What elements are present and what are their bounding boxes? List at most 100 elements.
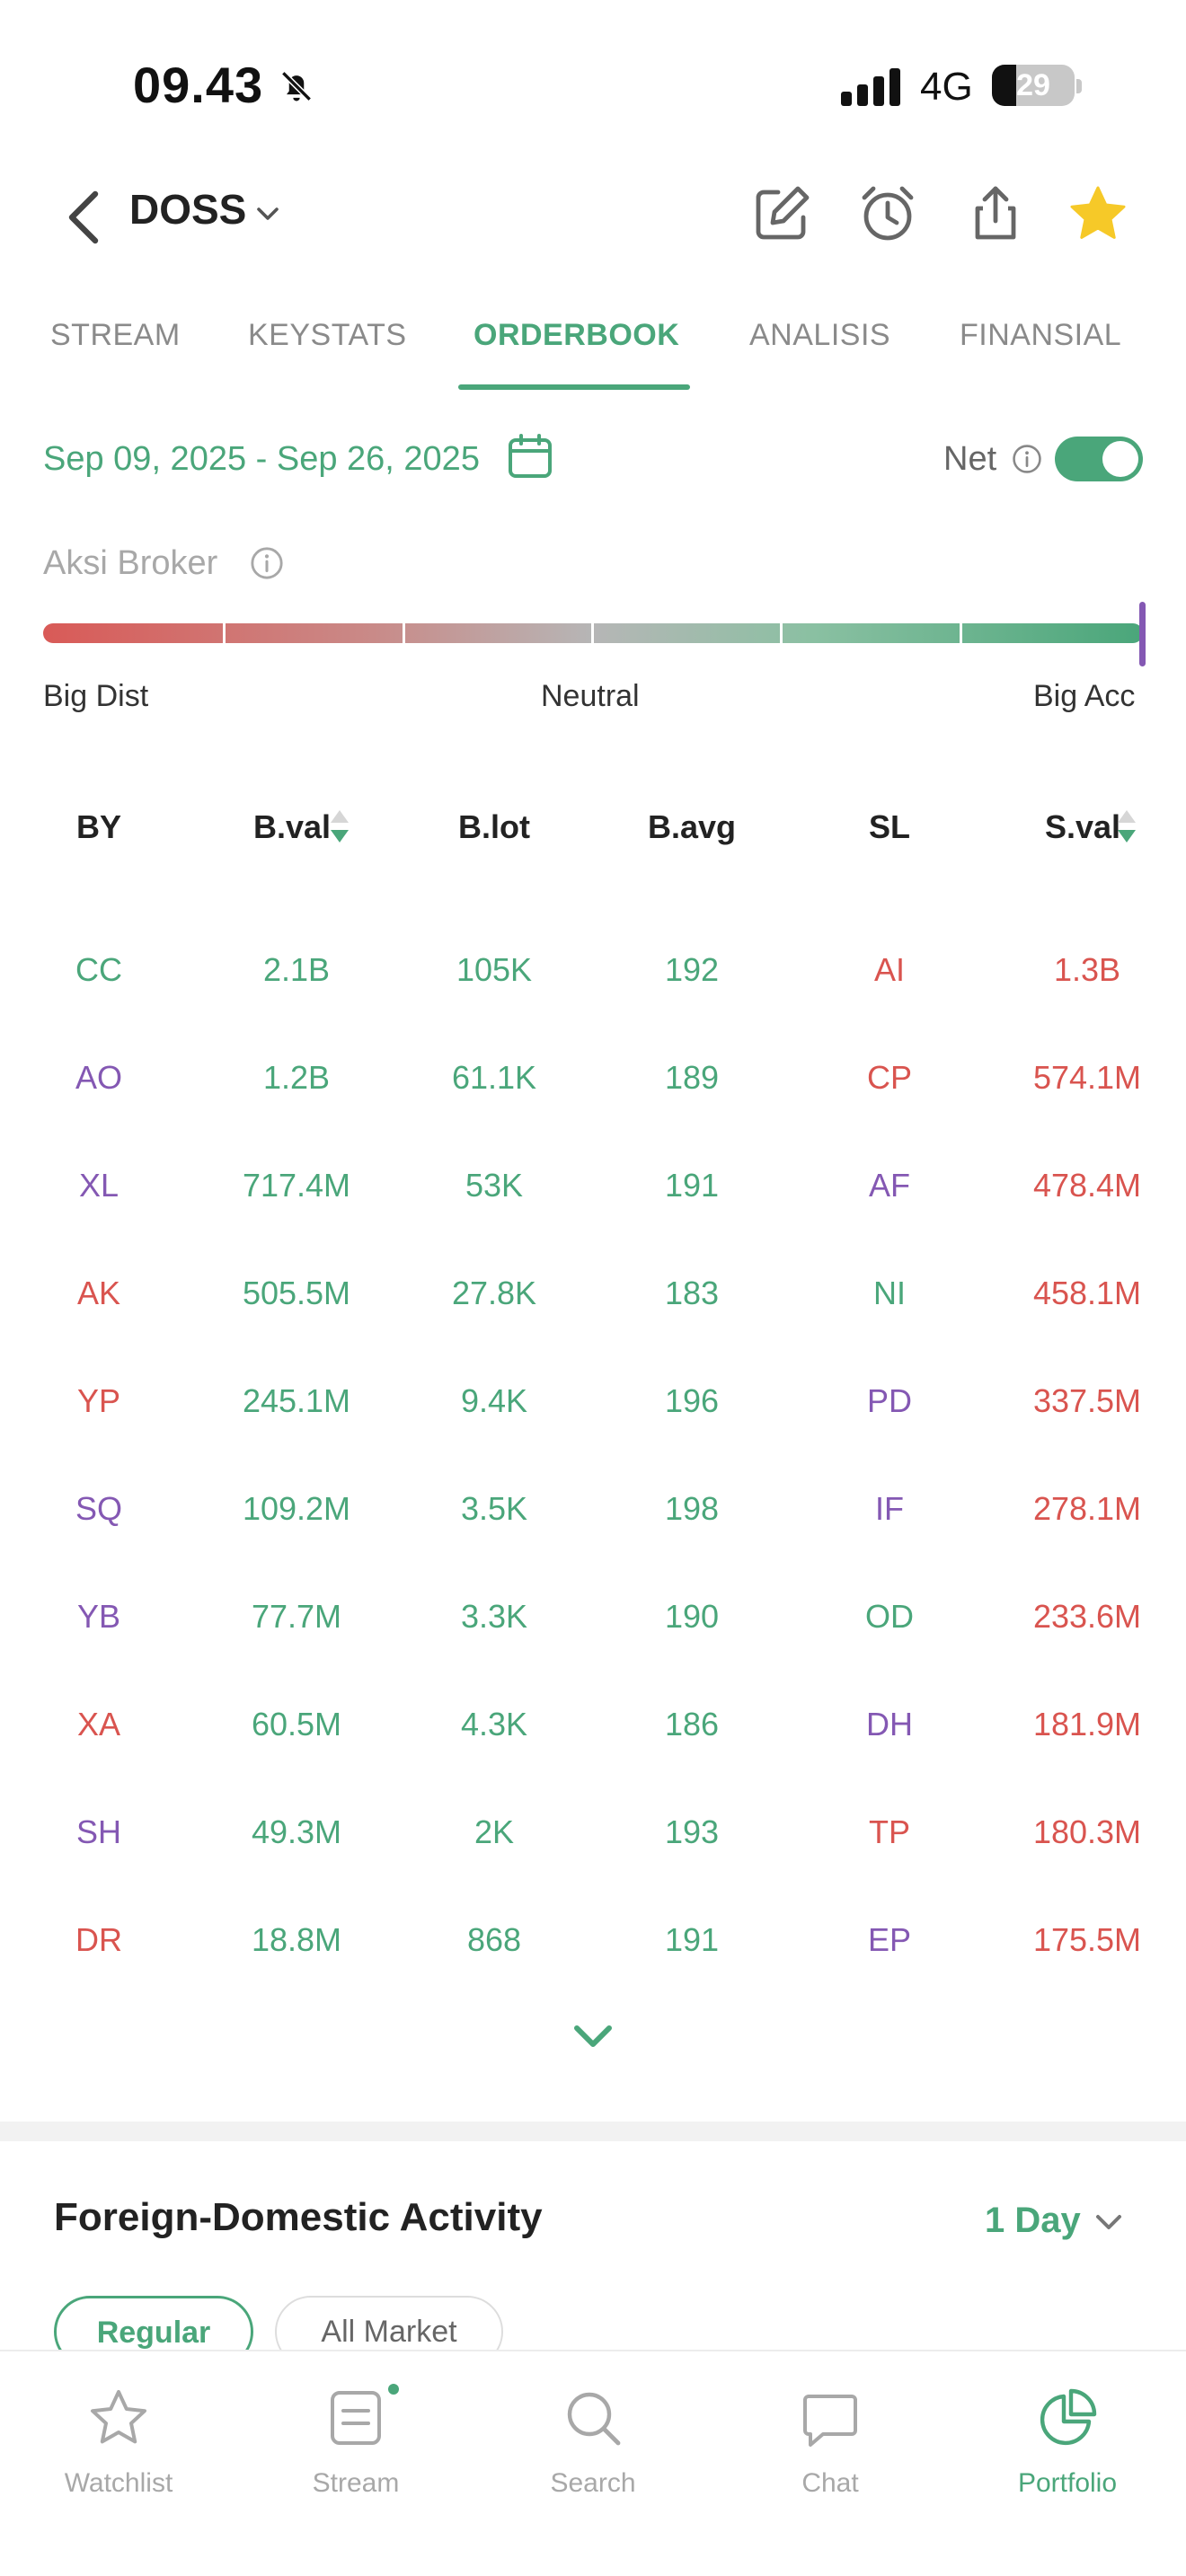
chevron-down-icon[interactable] (255, 201, 280, 226)
calendar-icon[interactable] (507, 433, 553, 480)
notification-dot (388, 2384, 399, 2395)
stream-icon (331, 2391, 381, 2445)
tab-analisis[interactable]: ANALISIS (749, 318, 891, 352)
expand-chevron-icon[interactable] (571, 2021, 615, 2053)
broker-action-title: Aksi Broker (43, 544, 218, 582)
nav-portfolio[interactable]: Portfolio (949, 2369, 1186, 2549)
buy-value-cell: 245.1M (242, 1382, 351, 1419)
buy-average-cell: 189 (664, 1059, 720, 1096)
seller-code-cell: IF (875, 1490, 904, 1527)
net-label: Net (943, 440, 997, 478)
table-row[interactable]: AO 1.2B 61.1K 189 CP 574.1M (0, 1024, 1186, 1132)
column-header-bval[interactable]: B.val (252, 808, 332, 845)
seller-code-cell: CP (866, 1059, 912, 1096)
battery-icon: 29 (992, 65, 1075, 106)
tab-keystats[interactable]: KEYSTATS (248, 318, 407, 352)
table-row[interactable]: DR 18.8M 868 191 EP 175.5M (0, 1886, 1186, 1994)
buy-lot-cell: 3.5K (460, 1490, 528, 1527)
buy-lot-cell: 105K (456, 951, 533, 988)
buy-value-cell: 505.5M (242, 1275, 351, 1311)
buy-lot-cell: 868 (466, 1921, 522, 1958)
buy-average-cell: 196 (664, 1382, 720, 1419)
buy-value-cell: 49.3M (251, 1813, 342, 1850)
seller-code-cell: TP (868, 1813, 910, 1850)
section-divider (0, 2122, 1186, 2141)
nav-label: Chat (801, 2468, 859, 2498)
nav-label: Portfolio (1017, 2468, 1118, 2498)
chevron-down-icon[interactable] (1094, 2211, 1123, 2233)
date-range-picker[interactable]: Sep 09, 2025 - Sep 26, 2025 (43, 440, 480, 478)
buyer-code-cell: XL (78, 1167, 119, 1204)
star-icon (91, 2390, 146, 2444)
nav-chat[interactable]: Chat (712, 2369, 949, 2549)
buy-lot-cell: 61.1K (451, 1059, 537, 1096)
buy-lot-cell: 9.4K (460, 1382, 528, 1419)
buy-average-cell: 190 (664, 1598, 720, 1635)
nav-label: Watchlist (64, 2468, 173, 2498)
table-row[interactable]: YB 77.7M 3.3K 190 OD 233.6M (0, 1563, 1186, 1671)
buy-average-cell: 191 (664, 1167, 720, 1204)
buyer-code-cell: YB (76, 1598, 121, 1635)
buy-lot-cell: 2K (474, 1813, 515, 1850)
sort-icon[interactable] (329, 808, 350, 844)
nav-stream[interactable]: Stream (237, 2369, 474, 2549)
gauge-label-big-dist: Big Dist (43, 679, 149, 713)
buy-value-cell: 717.4M (242, 1167, 351, 1204)
alarm-icon[interactable] (857, 183, 918, 244)
buy-value-cell: 2.1B (262, 951, 331, 988)
table-row[interactable]: XL 717.4M 53K 191 AF 478.4M (0, 1132, 1186, 1239)
battery-fill (992, 65, 1016, 106)
sort-icon[interactable] (1116, 808, 1137, 844)
buyer-code-cell: DR (75, 1921, 122, 1958)
bottom-navigation: Watchlist Stream Search Chat Portfolio (0, 2350, 1186, 2576)
buyer-code-cell: SH (75, 1813, 121, 1850)
table-row[interactable]: XA 60.5M 4.3K 186 DH 181.9M (0, 1671, 1186, 1778)
back-icon[interactable] (63, 189, 102, 246)
buy-lot-cell: 3.3K (460, 1598, 528, 1635)
status-bar: 09.43 4G 29 (0, 0, 1186, 171)
table-row[interactable]: AK 505.5M 27.8K 183 NI 458.1M (0, 1239, 1186, 1347)
tab-finansial[interactable]: FINANSIAL (960, 318, 1122, 352)
bell-muted-icon (281, 71, 312, 101)
buy-average-cell: 186 (664, 1706, 720, 1742)
gauge-divider (591, 623, 594, 643)
tab-orderbook[interactable]: ORDERBOOK (474, 318, 680, 352)
table-row[interactable]: YP 245.1M 9.4K 196 PD 337.5M (0, 1347, 1186, 1455)
seller-code-cell: AI (873, 951, 905, 988)
ticker-symbol[interactable]: DOSS (129, 186, 247, 233)
column-header-bavg: B.avg (647, 808, 737, 845)
gauge-label-neutral: Neutral (541, 679, 640, 713)
period-selector[interactable]: 1 Day (985, 2201, 1081, 2240)
nav-label: Stream (312, 2468, 400, 2498)
buyer-code-cell: YP (76, 1382, 121, 1419)
column-header-by: BY (75, 808, 121, 845)
nav-search[interactable]: Search (474, 2369, 712, 2549)
info-icon[interactable] (250, 546, 284, 580)
buyer-code-cell: SQ (75, 1490, 122, 1527)
sell-value-cell: 175.5M (1032, 1921, 1142, 1958)
sell-value-cell: 278.1M (1032, 1490, 1142, 1527)
star-icon[interactable] (1067, 183, 1128, 244)
column-header-sval[interactable]: S.val (1044, 808, 1121, 845)
battery-cap (1076, 79, 1082, 93)
buy-average-cell: 191 (664, 1921, 720, 1958)
pie-chart-icon (1040, 2388, 1097, 2446)
share-icon[interactable] (965, 183, 1026, 244)
info-icon[interactable] (1012, 444, 1042, 474)
net-toggle[interactable] (1055, 437, 1143, 481)
tab-bar: STREAM KEYSTATS ORDERBOOK ANALISIS FINAN… (0, 305, 1186, 392)
sell-value-cell: 1.3B (1053, 951, 1121, 988)
nav-watchlist[interactable]: Watchlist (0, 2369, 237, 2549)
gauge-divider (960, 623, 962, 643)
table-row[interactable]: SH 49.3M 2K 193 TP 180.3M (0, 1778, 1186, 1886)
buyer-code-cell: AO (75, 1059, 122, 1096)
table-row[interactable]: CC 2.1B 105K 192 AI 1.3B (0, 916, 1186, 1024)
edit-icon[interactable] (751, 183, 812, 244)
tab-stream[interactable]: STREAM (50, 318, 181, 352)
broker-action-gauge (43, 623, 1143, 643)
buy-value-cell: 109.2M (242, 1490, 351, 1527)
table-row[interactable]: SQ 109.2M 3.5K 198 IF 278.1M (0, 1455, 1186, 1563)
sell-value-cell: 180.3M (1032, 1813, 1142, 1850)
filter-row: Sep 09, 2025 - Sep 26, 2025 Net (0, 422, 1186, 494)
column-header-sl: SL (868, 808, 910, 845)
